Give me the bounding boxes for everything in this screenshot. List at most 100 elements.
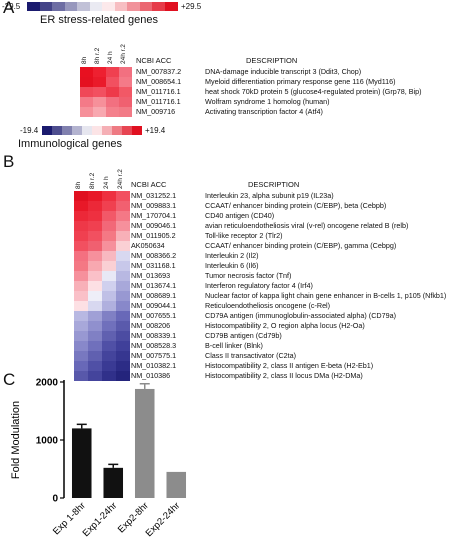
heatmap-cell bbox=[102, 211, 116, 221]
gene-accession: NM_008366.2 bbox=[131, 251, 177, 260]
gene-description: CD40 antigen (CD40) bbox=[205, 211, 275, 220]
colorscale-step bbox=[92, 126, 102, 135]
colorscale-step bbox=[72, 126, 82, 135]
heatmap-cell bbox=[102, 311, 116, 321]
gene-description: Nuclear factor of kappa light chain gene… bbox=[205, 291, 447, 300]
gene-accession: AK050634 bbox=[131, 241, 165, 250]
heatmap-cell bbox=[80, 87, 93, 97]
heatmap-cell bbox=[102, 281, 116, 291]
gene-description: Interferon regulatory factor 4 (Irf4) bbox=[205, 281, 313, 290]
heatmap-cell bbox=[74, 201, 88, 211]
colorscale-step bbox=[52, 2, 65, 11]
heatmap-cell bbox=[88, 201, 102, 211]
heatmap-cell bbox=[106, 77, 119, 87]
gene-accession: NM_009044.1 bbox=[131, 301, 177, 310]
colorscale-step bbox=[89, 2, 103, 11]
heatmap-cell bbox=[74, 301, 88, 311]
heatmap-cell bbox=[88, 311, 102, 321]
gene-description: Tumor necrosis factor (Tnf) bbox=[205, 271, 292, 280]
gene-accession: NM_011716.1 bbox=[136, 87, 181, 96]
gene-description: Interleukin 6 (Il6) bbox=[205, 261, 259, 270]
heatmap-cell bbox=[74, 261, 88, 271]
heatmap-cell bbox=[88, 341, 102, 351]
heatmap-cell bbox=[116, 311, 130, 321]
panel-a-column-header: 8h r.2 bbox=[94, 47, 101, 64]
panel-b-heatmap bbox=[74, 191, 130, 381]
heatmap-cell bbox=[80, 67, 93, 77]
heatmap-cell bbox=[102, 191, 116, 201]
colorscale-step bbox=[152, 2, 165, 11]
panel-b-scale-title: Immunological genes bbox=[18, 138, 122, 150]
colorscale-step bbox=[164, 2, 178, 11]
gene-accession: NM_010382.1 bbox=[131, 361, 177, 370]
heatmap-cell bbox=[119, 67, 132, 77]
colorscale-step bbox=[77, 2, 90, 11]
colorscale-step bbox=[114, 2, 128, 11]
gene-description: Myeloid differentiation primary response… bbox=[205, 77, 396, 86]
bar bbox=[103, 467, 124, 498]
panel-a-colorscale bbox=[27, 2, 178, 11]
heatmap-cell bbox=[74, 271, 88, 281]
colorscale-step bbox=[39, 2, 53, 11]
x-tick-label: Exp1-24hr bbox=[81, 500, 120, 539]
heatmap-cell bbox=[74, 231, 88, 241]
heatmap-cell bbox=[74, 251, 88, 261]
gene-description: Class II transactivator (C2ta) bbox=[205, 351, 297, 360]
panel-b-column-header: 24 h bbox=[103, 176, 110, 189]
gene-accession: NM_009046.1 bbox=[131, 221, 177, 230]
heatmap-cell bbox=[74, 351, 88, 361]
heatmap-cell bbox=[88, 251, 102, 261]
heatmap-cell bbox=[88, 301, 102, 311]
gene-accession: NM_008206 bbox=[131, 321, 171, 330]
heatmap-cell bbox=[119, 97, 132, 107]
y-tick-label: 1000 bbox=[36, 436, 59, 447]
colorscale-step bbox=[132, 126, 142, 135]
gene-accession: NM_013693 bbox=[131, 271, 171, 280]
heatmap-cell bbox=[88, 351, 102, 361]
heatmap-cell bbox=[88, 231, 102, 241]
gene-accession: NM_031252.1 bbox=[131, 191, 177, 200]
heatmap-cell bbox=[88, 331, 102, 341]
panel-a-column-header: 8h bbox=[81, 56, 88, 64]
heatmap-cell bbox=[74, 331, 88, 341]
heatmap-cell bbox=[74, 311, 88, 321]
gene-accession: NM_007655.1 bbox=[131, 311, 177, 320]
panel-a-scale-title: ER stress-related genes bbox=[40, 14, 158, 26]
gene-description: CCAAT/ enhancer binding protein (C/EBP),… bbox=[205, 241, 397, 250]
heatmap-cell bbox=[80, 77, 93, 87]
gene-description: Reticuloendotheliosis oncogene (c-Rel) bbox=[205, 301, 331, 310]
x-tick-label: Exp2-24hr bbox=[144, 500, 183, 539]
heatmap-cell bbox=[74, 281, 88, 291]
gene-description: Wolfram syndrome 1 homolog (human) bbox=[205, 97, 330, 106]
panel-a-letter: A bbox=[3, 0, 15, 17]
heatmap-cell bbox=[74, 191, 88, 201]
colorscale-step bbox=[102, 126, 112, 135]
heatmap-cell bbox=[119, 87, 132, 97]
gene-accession: NM_007837.2 bbox=[136, 67, 182, 76]
heatmap-cell bbox=[80, 107, 93, 117]
heatmap-cell bbox=[102, 201, 116, 211]
bar bbox=[166, 471, 187, 498]
heatmap-cell bbox=[74, 321, 88, 331]
heatmap-cell bbox=[88, 211, 102, 221]
heatmap-cell bbox=[93, 87, 106, 97]
heatmap-cell bbox=[119, 77, 132, 87]
heatmap-cell bbox=[116, 331, 130, 341]
heatmap-cell bbox=[102, 301, 116, 311]
panel-a-column-header: 24 h bbox=[107, 51, 114, 64]
colorscale-step bbox=[122, 126, 132, 135]
gene-description: Interleukin 23, alpha subunit p19 (IL23a… bbox=[205, 191, 334, 200]
heatmap-cell bbox=[80, 97, 93, 107]
heatmap-cell bbox=[88, 291, 102, 301]
gene-description: Interleukin 2 (Il2) bbox=[205, 251, 259, 260]
heatmap-cell bbox=[93, 77, 106, 87]
y-tick-label: 2000 bbox=[36, 378, 59, 389]
heatmap-cell bbox=[119, 107, 132, 117]
panel-b-column-header: 24h r.2 bbox=[117, 169, 124, 189]
panel-b-desc-header: DESCRIPTION bbox=[248, 180, 300, 189]
heatmap-cell bbox=[74, 371, 88, 381]
heatmap-cell bbox=[88, 221, 102, 231]
gene-description: Histocompatibility 2, class II antigen E… bbox=[205, 361, 374, 370]
gene-accession: NM_013674.1 bbox=[131, 281, 177, 290]
heatmap-cell bbox=[102, 351, 116, 361]
